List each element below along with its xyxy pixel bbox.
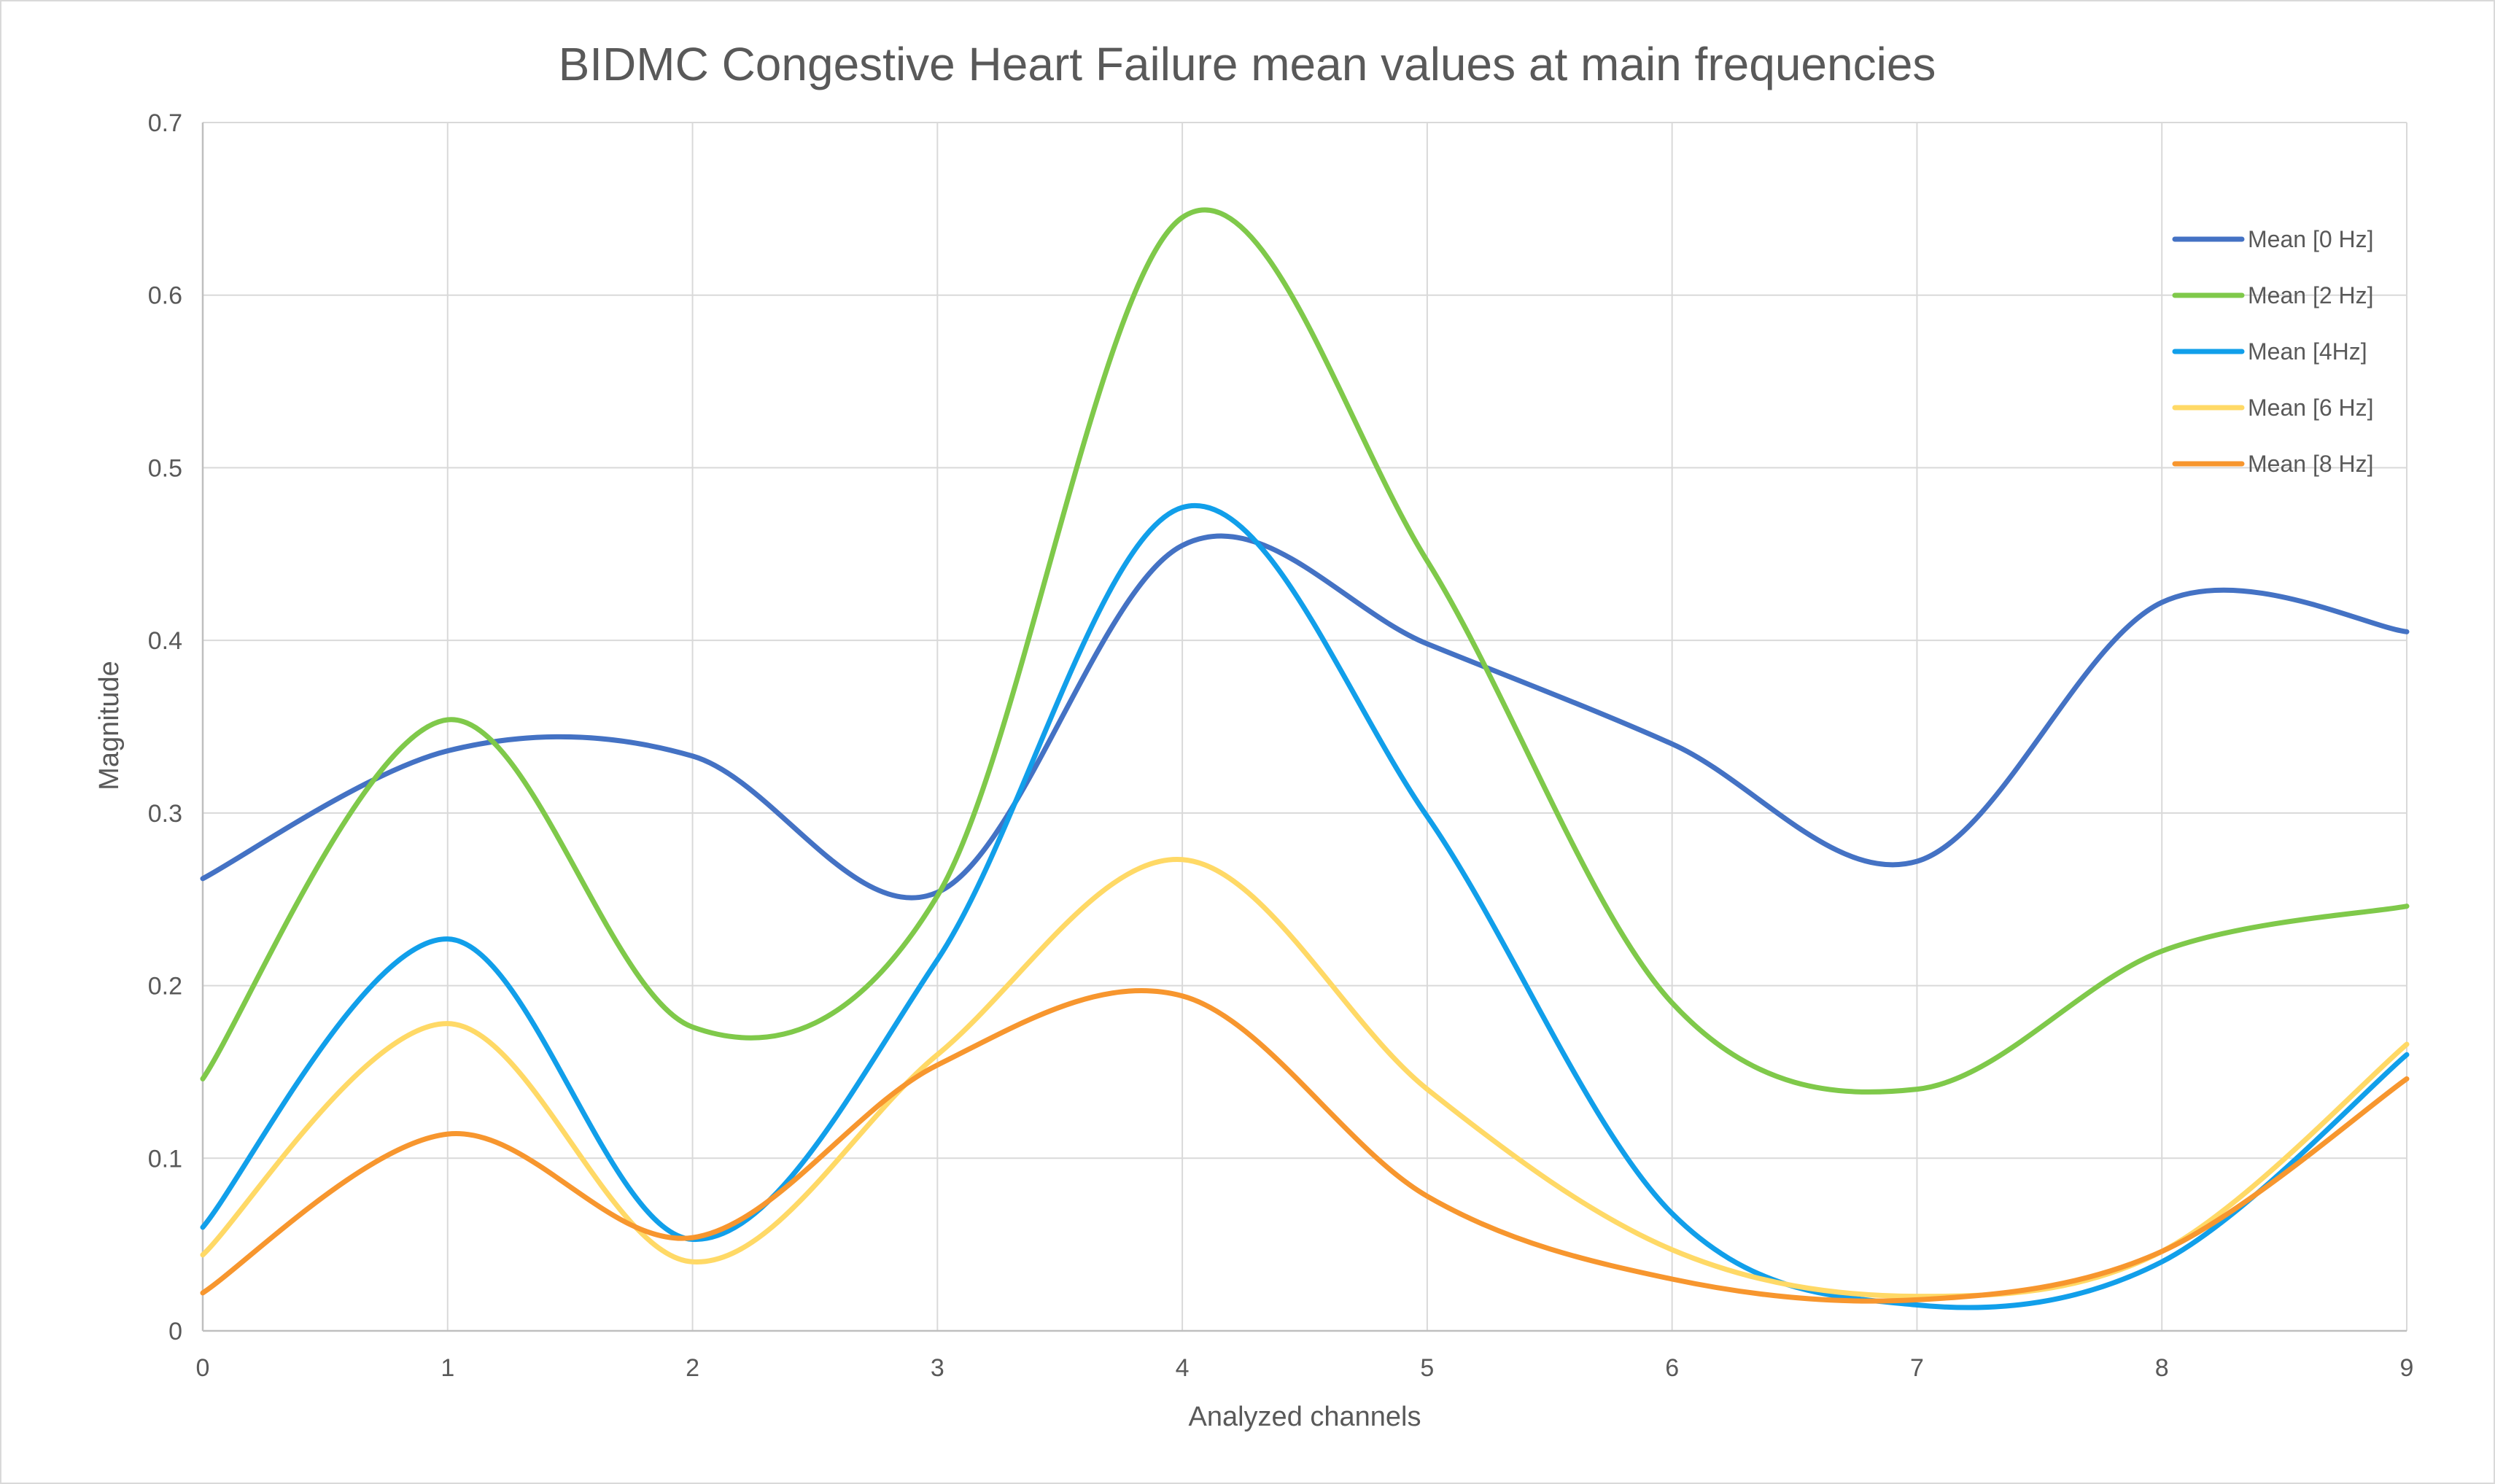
y-tick-label: 0 bbox=[168, 1318, 182, 1345]
x-tick-label: 8 bbox=[2155, 1354, 2169, 1382]
x-tick-label: 9 bbox=[2400, 1354, 2414, 1382]
legend-label: Mean [0 Hz] bbox=[2248, 226, 2374, 252]
y-tick-label: 0.4 bbox=[148, 627, 182, 655]
y-tick-label: 0.6 bbox=[148, 282, 182, 310]
series-line-4 bbox=[200, 988, 2410, 1304]
legend: Mean [0 Hz] Mean [2 Hz] Mean [4Hz] Mean [6 … bbox=[2172, 226, 2374, 477]
series-line-3 bbox=[200, 857, 2410, 1300]
series-line-2 bbox=[200, 503, 2410, 1310]
x-tick-label: 0 bbox=[196, 1354, 210, 1382]
legend-label: Mean [8 Hz] bbox=[2248, 451, 2374, 477]
y-tick-label: 0.1 bbox=[148, 1145, 182, 1173]
x-axis-title: Analyzed channels bbox=[1189, 1402, 1421, 1432]
legend-label: Mean [4Hz] bbox=[2248, 338, 2367, 365]
y-axis-title: Magnitude bbox=[94, 661, 125, 790]
x-tick-label: 4 bbox=[1176, 1354, 1190, 1382]
y-tick-label: 0.5 bbox=[148, 454, 182, 482]
y-tick-label: 0.2 bbox=[148, 973, 182, 1001]
series-line-1 bbox=[200, 207, 2410, 1095]
x-tick-label: 1 bbox=[441, 1354, 454, 1382]
x-tick-label: 3 bbox=[931, 1354, 944, 1382]
legend-label: Mean [2 Hz] bbox=[2248, 282, 2374, 308]
grid bbox=[202, 122, 2407, 1332]
y-tick-label: 0.7 bbox=[148, 109, 182, 137]
x-tick-label: 6 bbox=[1665, 1354, 1679, 1382]
series-lines bbox=[200, 207, 2410, 1310]
series-line-0 bbox=[200, 533, 2410, 901]
x-tick-label: 2 bbox=[686, 1354, 699, 1382]
chart-title: BIDMC Congestive Heart Failure mean valu… bbox=[559, 38, 1936, 90]
axes: 0 0.1 0.2 0.3 0.4 0.5 0.6 0.7 0 1 2 3 4 5 6 7 8 9 bbox=[148, 109, 2414, 1382]
x-tick-label: 7 bbox=[1910, 1354, 1924, 1382]
y-tick-label: 0.3 bbox=[148, 800, 182, 828]
x-tick-label: 5 bbox=[1420, 1354, 1434, 1382]
legend-label: Mean [6 Hz] bbox=[2248, 395, 2374, 421]
